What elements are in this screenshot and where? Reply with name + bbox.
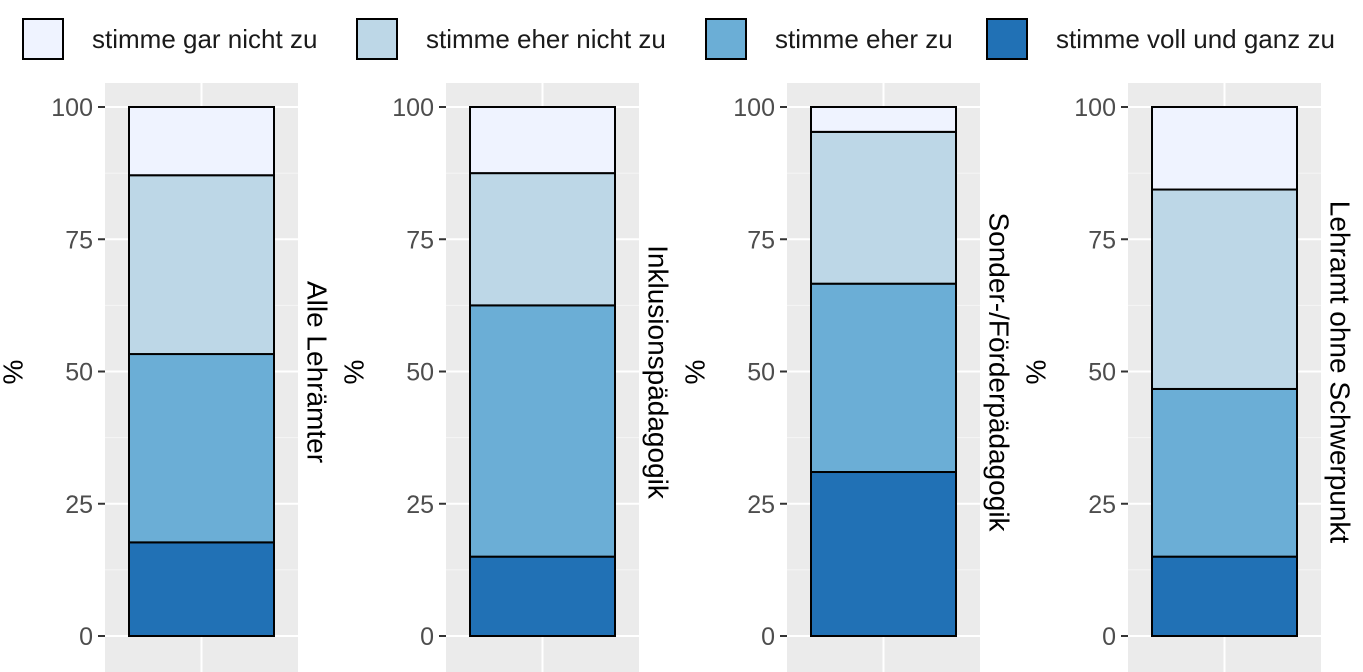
y-tick-label: 100 xyxy=(733,94,775,122)
legend-swatch-eher-zu xyxy=(705,18,747,60)
bar-segment-stimme-eher-zu xyxy=(810,282,957,474)
legend-label-voll-und-ganz: stimme voll und ganz zu xyxy=(1056,23,1335,54)
bar-segment-stimme-gar-nicht-zu xyxy=(1151,106,1298,191)
y-tick-label: 25 xyxy=(65,491,93,519)
y-tick-label: 25 xyxy=(406,491,434,519)
bar-segment-stimme-eher-zu xyxy=(469,304,616,558)
legend-label-gar-nicht: stimme gar nicht zu xyxy=(92,23,318,54)
legend-item-eher-nicht: stimme eher nicht zu xyxy=(356,17,666,61)
y-tick-label: 75 xyxy=(747,226,775,254)
legend-item-voll-und-ganz: stimme voll und ganz zu xyxy=(986,17,1335,61)
legend-swatch-gar-nicht xyxy=(22,18,64,60)
y-tick-label: 75 xyxy=(406,226,434,254)
panel-lehramt-ohne-schwerpunkt: 0 25 50 75 100% Lehramt ohne Schwerpunkt xyxy=(1021,83,1356,672)
legend-label-eher-zu: stimme eher zu xyxy=(775,23,953,54)
facet-label: Lehramt ohne Schwerpunkt xyxy=(1325,201,1356,544)
bar-segment-stimme-voll-und-ganz-zu xyxy=(810,471,957,638)
y-tick-label: 25 xyxy=(1088,491,1116,519)
y-axis-title: % xyxy=(339,360,370,385)
bar-segment-stimme-eher-nicht-zu xyxy=(469,172,616,307)
legend-label-eher-nicht: stimme eher nicht zu xyxy=(426,23,666,54)
bar-segment-stimme-eher-nicht-zu xyxy=(128,174,275,356)
y-tick-label: 75 xyxy=(1088,226,1116,254)
bar-segment-stimme-eher-nicht-zu xyxy=(810,130,957,285)
bar-segment-stimme-voll-und-ganz-zu xyxy=(469,555,616,638)
panel-alle-lehrämter: 0 25 50 75 100% Alle Lehrämter xyxy=(0,83,333,672)
y-tick-label: 100 xyxy=(51,94,93,122)
y-axis-title: % xyxy=(0,360,29,385)
legend-item-eher-zu: stimme eher zu xyxy=(705,17,953,61)
y-tick-label: 25 xyxy=(747,491,775,519)
facet-label: Inklusionspädagogik xyxy=(643,245,674,500)
y-tick-label: 0 xyxy=(420,623,434,651)
y-tick-label: 75 xyxy=(65,226,93,254)
y-tick-label: 100 xyxy=(392,94,434,122)
y-tick-label: 50 xyxy=(1088,359,1116,387)
panel-sonder-förderpädagogik: 0 25 50 75 100% Sonder-/Förderpädagogik xyxy=(680,83,1015,672)
facet-label: Sonder-/Förderpädagogik xyxy=(984,212,1015,532)
bar-segment-stimme-voll-und-ganz-zu xyxy=(128,541,275,638)
bar-segment-stimme-eher-zu xyxy=(128,353,275,544)
y-tick-label: 0 xyxy=(761,623,775,651)
bar-segment-stimme-voll-und-ganz-zu xyxy=(1151,555,1298,638)
bar-segment-stimme-gar-nicht-zu xyxy=(128,106,275,177)
bar-segment-stimme-gar-nicht-zu xyxy=(469,106,616,175)
y-tick-label: 100 xyxy=(1074,94,1116,122)
panel-inklusionspädagogik: 0 25 50 75 100% Inklusionspädagogik xyxy=(339,83,674,672)
y-tick-label: 0 xyxy=(1102,623,1116,651)
bar-segment-stimme-eher-zu xyxy=(1151,387,1298,558)
y-axis-title: % xyxy=(680,360,711,385)
facet-label: Alle Lehrämter xyxy=(302,281,333,463)
legend-item-gar-nicht: stimme gar nicht zu xyxy=(22,17,317,61)
legend: stimme gar nicht zu stimme eher nicht zu… xyxy=(0,0,1363,88)
y-tick-label: 50 xyxy=(747,359,775,387)
legend-swatch-voll-und-ganz xyxy=(986,18,1028,60)
y-axis-title: % xyxy=(1021,360,1052,385)
y-tick-label: 0 xyxy=(79,623,93,651)
bar-segment-stimme-eher-nicht-zu xyxy=(1151,188,1298,390)
bar-segment-stimme-gar-nicht-zu xyxy=(810,106,957,133)
y-tick-label: 50 xyxy=(65,359,93,387)
legend-swatch-eher-nicht xyxy=(356,18,398,60)
y-tick-label: 50 xyxy=(406,359,434,387)
